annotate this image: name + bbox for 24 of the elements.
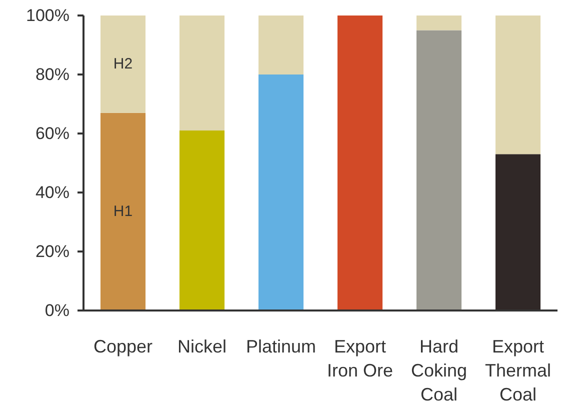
x-tick-label: Nickel [177, 336, 227, 356]
bar [416, 30, 462, 310]
bar [258, 74, 304, 310]
x-tick-label: Copper [93, 336, 153, 356]
x-tick-label: Platinum [246, 336, 316, 356]
y-tick-label: 80% [35, 65, 70, 84]
bar [100, 16, 146, 113]
bar [416, 16, 462, 30]
bar [258, 16, 304, 74]
y-tick-label: 100% [26, 6, 70, 25]
y-tick-label: 0% [44, 301, 70, 320]
bar [179, 130, 225, 310]
y-tick-label: 60% [35, 124, 70, 143]
bar [337, 16, 383, 310]
bar [495, 16, 541, 154]
series-label: H2 [113, 56, 133, 73]
x-tick-label: Export Thermal Coal [484, 336, 552, 404]
series-label: H1 [113, 203, 133, 220]
x-tick-label: Export Iron Ore [326, 336, 394, 380]
bar [179, 16, 225, 131]
y-tick-label: 40% [35, 183, 70, 202]
x-tick-label: Hard Coking Coal [410, 336, 468, 404]
y-tick-label: 20% [35, 242, 70, 261]
bar [100, 112, 146, 310]
